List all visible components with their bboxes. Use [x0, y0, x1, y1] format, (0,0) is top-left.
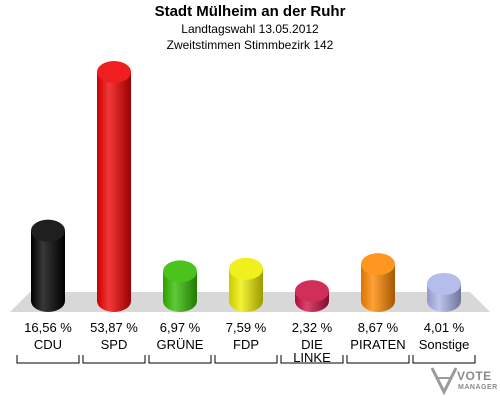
value-label: 8,67 % — [358, 320, 399, 335]
category-label: PIRATEN — [350, 337, 405, 352]
chart-title: Stadt Mülheim an der Ruhr — [154, 3, 346, 20]
labels-group: 16,56 % 53,87 % 6,97 % 7,59 % 2,32 % 8,67 % 4,… — [24, 320, 465, 335]
value-label: 6,97 % — [160, 320, 201, 335]
bar-top — [97, 61, 131, 83]
bar-top — [361, 253, 395, 276]
bar-cdu — [31, 219, 65, 312]
value-label: 2,32 % — [292, 320, 333, 335]
bar-body — [163, 271, 197, 312]
value-label: 7,59 % — [226, 320, 267, 335]
bar-top — [427, 272, 461, 295]
category-label: LINKE — [293, 350, 331, 365]
value-label: 4,01 % — [424, 320, 465, 335]
bar-body — [31, 230, 65, 312]
category-bracket — [412, 355, 476, 364]
chart-subtitle-2: Zweitstimmen Stimmbezirk 142 — [166, 38, 334, 52]
bar-fdp — [229, 257, 263, 312]
bar-spd — [97, 61, 131, 312]
vote-manager-logo-icon — [430, 367, 458, 396]
bar-piraten — [361, 253, 395, 312]
category-bracket — [346, 355, 410, 364]
category-bracket — [82, 355, 146, 364]
bar-body — [361, 264, 395, 312]
chart-subtitle: Landtagswahl 13.05.2012 — [181, 22, 319, 36]
category-bracket — [280, 355, 344, 364]
category-label: DIE — [301, 337, 323, 352]
bar-body — [97, 72, 131, 312]
bars-group — [31, 61, 461, 312]
value-label: 16,56 % — [24, 320, 72, 335]
bar-sonstige — [427, 272, 461, 312]
category-label: FDP — [233, 337, 259, 352]
category-label: SPD — [101, 337, 128, 352]
logo-text-vote: VOTE — [457, 369, 492, 383]
bar-body — [229, 268, 263, 312]
bar-die-linke — [295, 280, 329, 312]
bar-top — [163, 260, 197, 283]
value-label: 53,87 % — [90, 320, 138, 335]
logo-text-manager: MANAGER — [458, 384, 498, 391]
category-label: GRÜNE — [157, 337, 204, 352]
category-bracket — [148, 355, 212, 364]
category-bracket — [214, 355, 278, 364]
bar-gr-ne — [163, 260, 197, 312]
category-label: CDU — [34, 337, 62, 352]
bar-top — [31, 219, 65, 242]
category-label: Sonstige — [419, 337, 470, 352]
bar-top — [229, 257, 263, 280]
category-bracket — [16, 355, 80, 364]
bar-top — [295, 280, 329, 303]
